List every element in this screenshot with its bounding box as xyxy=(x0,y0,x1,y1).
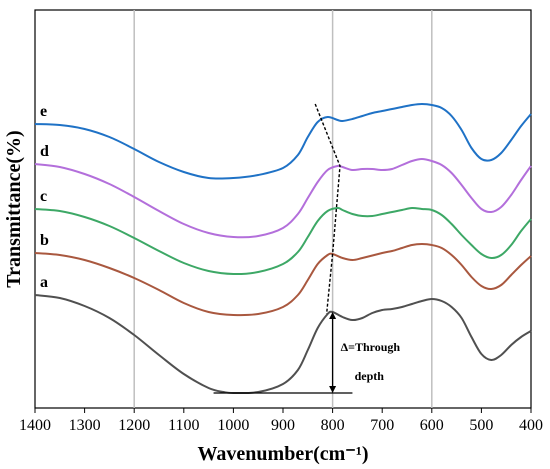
x-tick-label-1300: 1300 xyxy=(69,417,101,434)
x-tick-label-400: 400 xyxy=(519,417,543,434)
annotation-line-2: depth xyxy=(355,369,385,383)
depth-arrow-head-top xyxy=(329,312,337,319)
plot-frame xyxy=(34,9,532,409)
peak-shift-dashed-line xyxy=(314,103,341,315)
x-tick-label-800: 800 xyxy=(321,417,345,434)
annotation-layer: Δ=Through depth xyxy=(213,103,401,394)
series-line-b xyxy=(34,242,532,317)
x-tick-label-1100: 1100 xyxy=(168,417,199,434)
spectra-series xyxy=(34,102,532,395)
x-tick-label-1200: 1200 xyxy=(118,417,150,434)
x-tick-label-700: 700 xyxy=(370,417,394,434)
series-label-b: b xyxy=(40,232,49,249)
series-label-a: a xyxy=(40,274,48,291)
series-line-c xyxy=(34,206,532,276)
x-tick-label-600: 600 xyxy=(420,417,444,434)
series-line-d xyxy=(34,157,532,239)
series-label-d: d xyxy=(40,143,49,160)
series-line-a xyxy=(34,294,532,395)
series-labels: a b c d e xyxy=(40,103,49,291)
x-axis-ticks: 1400 1300 1200 1100 1000 900 800 700 600 500 400 xyxy=(19,408,543,434)
x-tick-label-1400: 1400 xyxy=(19,417,51,434)
x-tick-label-1000: 1000 xyxy=(217,417,249,434)
y-axis-title: Transmittance(%) xyxy=(3,130,25,287)
annotation-line-1: Δ=Through xyxy=(341,340,401,354)
x-axis-title: Wavenumber(cm⁻¹) xyxy=(198,443,369,465)
series-label-c: c xyxy=(40,188,47,205)
series-label-e: e xyxy=(40,103,47,120)
depth-arrow-head-bottom xyxy=(329,386,337,393)
x-tick-label-500: 500 xyxy=(469,417,493,434)
series-line-e xyxy=(34,102,532,180)
x-tick-label-900: 900 xyxy=(271,417,295,434)
